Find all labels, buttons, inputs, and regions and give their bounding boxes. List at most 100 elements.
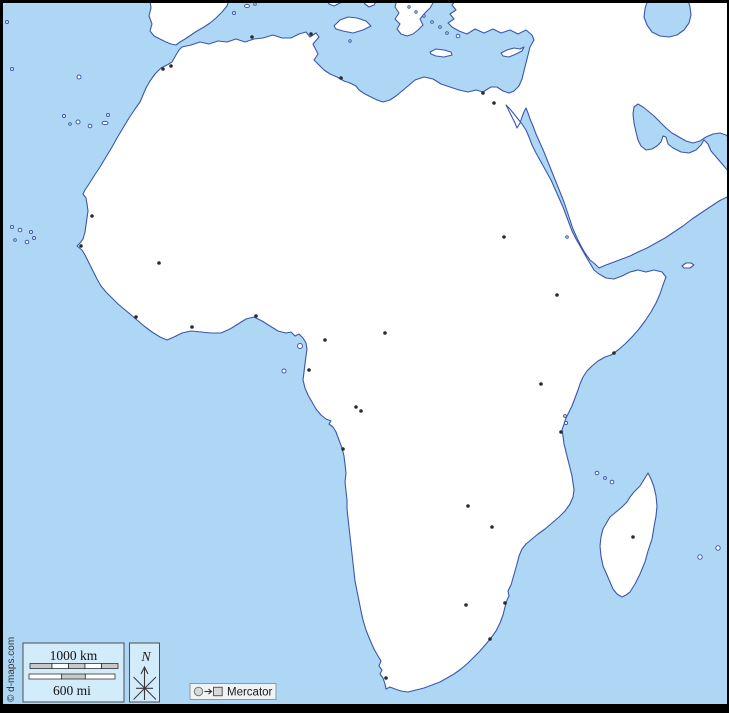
city-dot <box>254 314 258 318</box>
island-azores <box>5 20 9 24</box>
island-balearic-1 <box>232 11 236 15</box>
island-socotra <box>681 262 695 269</box>
island-comoros-1 <box>594 470 600 476</box>
scale-panel-box <box>22 642 125 703</box>
island-cape-verde-2 <box>17 227 23 233</box>
city-dot <box>631 535 635 539</box>
island-aegean-2 <box>414 10 418 14</box>
circle-icon <box>193 686 204 697</box>
city-dot <box>134 315 138 319</box>
island-comoros-2 <box>603 476 607 480</box>
island-balearic-3 <box>253 2 257 6</box>
island-madeira <box>76 74 82 80</box>
island-atlantic-islet <box>10 67 14 71</box>
city-dot <box>490 525 494 529</box>
landmass-iberia <box>148 0 230 46</box>
city-dots-layer <box>79 32 635 680</box>
city-dot <box>309 32 313 36</box>
island-canary-3 <box>75 119 81 125</box>
city-dot <box>539 382 543 386</box>
city-dot <box>161 67 165 71</box>
projection-name: Mercator <box>227 687 273 699</box>
projection-legend-box <box>189 683 277 700</box>
island-reunion <box>697 554 703 560</box>
island-cape-verde-1 <box>10 225 14 229</box>
island-aegean-1 <box>407 5 411 9</box>
city-dot <box>354 405 358 409</box>
island-crete <box>429 48 453 58</box>
island-cape-verde-6 <box>13 238 17 242</box>
island-aegean-5 <box>438 25 442 29</box>
scale-bar-mi <box>28 673 116 680</box>
island-canary-6 <box>106 113 110 117</box>
island-canary-4 <box>87 123 93 129</box>
projection-legend: Mercator <box>189 683 277 700</box>
city-dot <box>488 637 492 641</box>
city-dot <box>464 603 468 607</box>
compass-star-icon <box>133 665 157 700</box>
scale-mi-label: 600 mi <box>53 683 91 698</box>
city-dot <box>492 101 496 105</box>
island-zanzibar <box>563 420 569 426</box>
scale-bar-panel: 1000 km 600 mi <box>22 642 125 703</box>
island-cyprus <box>500 46 525 58</box>
island-canary-5 <box>101 120 109 126</box>
city-dot <box>555 293 559 297</box>
scale-bar-km <box>29 663 119 669</box>
city-dot <box>323 338 327 342</box>
city-dot <box>341 447 345 451</box>
island-pemba <box>563 414 567 418</box>
north-label: N <box>140 650 151 665</box>
frame-left <box>0 0 3 713</box>
landmass-greece <box>394 0 435 37</box>
city-dot <box>339 76 343 80</box>
city-dot <box>90 214 94 218</box>
island-aegean-3 <box>422 14 426 18</box>
island-canary-2 <box>68 122 72 126</box>
island-mauritius <box>715 545 721 551</box>
city-dot <box>383 331 387 335</box>
island-bioko <box>297 343 303 349</box>
island-rhodes <box>455 33 461 39</box>
frame-bottom <box>0 704 729 713</box>
island-dahlak <box>565 235 569 239</box>
city-dot <box>612 351 616 355</box>
city-dot <box>466 504 470 508</box>
city-dot <box>79 244 83 248</box>
frame-right <box>727 0 729 713</box>
island-cape-verde-3 <box>29 230 33 234</box>
attribution-text: © d-maps.com <box>6 637 17 702</box>
arrow-right-icon <box>204 688 213 695</box>
city-dot <box>503 601 507 605</box>
square-icon <box>213 686 223 697</box>
frame-top <box>0 0 729 3</box>
island-canary-1 <box>62 114 66 118</box>
island-balearic-2 <box>244 3 250 9</box>
island-malta <box>348 39 352 43</box>
city-dot <box>359 409 363 413</box>
landmass-layer <box>5 0 729 693</box>
city-dot <box>190 325 194 329</box>
city-dot <box>157 261 161 265</box>
city-dot <box>169 64 173 68</box>
city-dot <box>559 430 563 434</box>
island-aegean-6 <box>445 31 449 35</box>
island-comoros-3 <box>609 479 615 485</box>
small-islands <box>5 2 721 560</box>
city-dot <box>250 35 254 39</box>
city-dot <box>502 235 506 239</box>
island-sicily <box>333 16 372 34</box>
island-aegean-4 <box>430 20 434 24</box>
island-sao-tome <box>281 368 287 374</box>
north-arrow-panel: N <box>129 642 160 703</box>
city-dot <box>307 368 311 372</box>
island-cape-verde-5 <box>24 239 30 245</box>
island-cape-verde-4 <box>32 236 36 240</box>
island-madagascar <box>599 472 658 598</box>
landmass-africa-asia <box>76 0 729 693</box>
city-dot <box>384 676 388 680</box>
scale-km-label: 1000 km <box>50 648 98 663</box>
